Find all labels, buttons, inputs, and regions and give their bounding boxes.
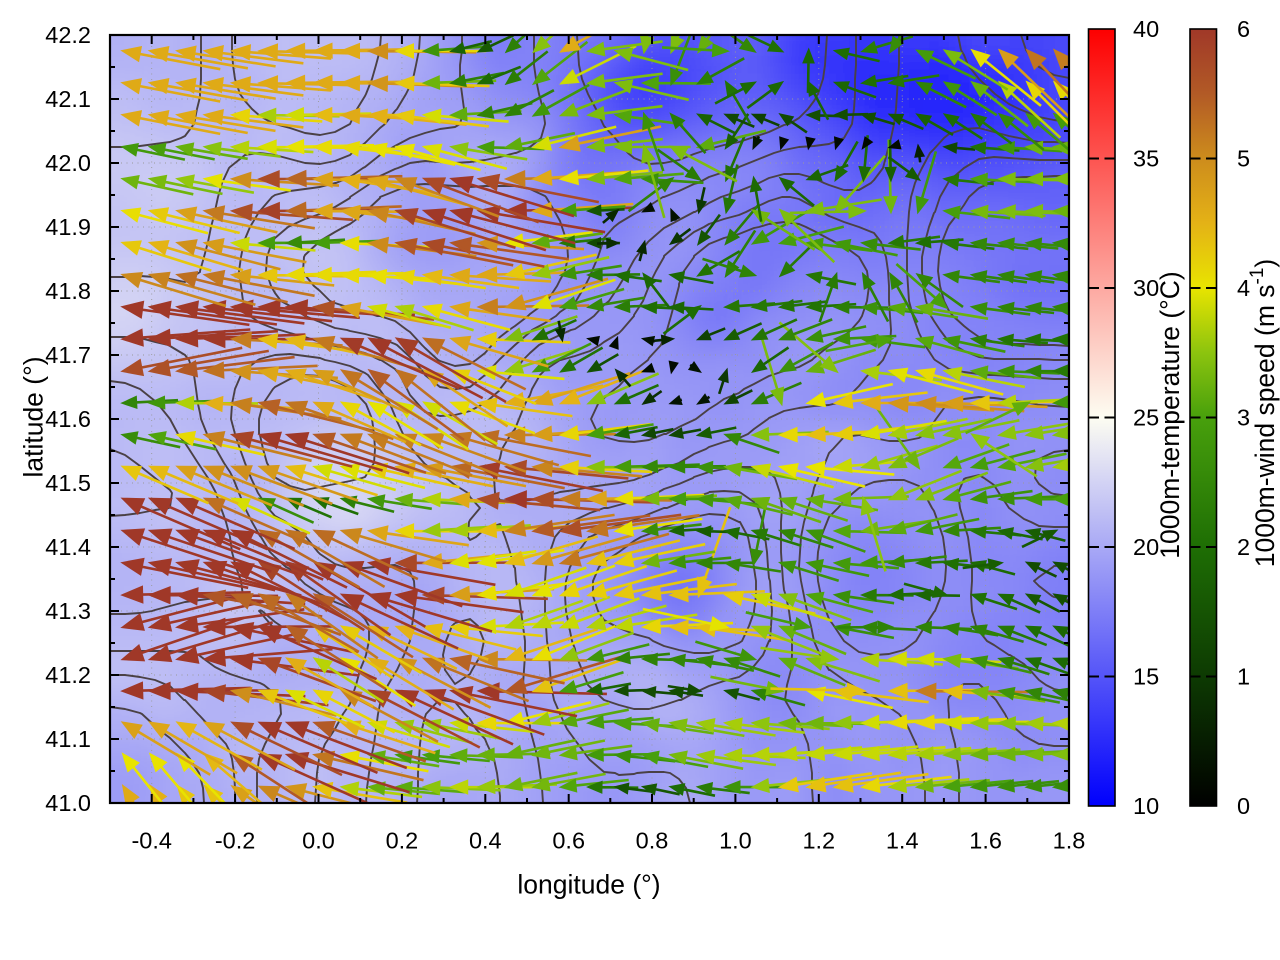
svg-text:6: 6 — [1237, 16, 1250, 42]
svg-text:2: 2 — [1237, 534, 1250, 560]
svg-text:1.4: 1.4 — [886, 828, 919, 854]
svg-text:1000m-wind speed (m s-1): 1000m-wind speed (m s-1) — [1247, 259, 1280, 568]
svg-text:41.4: 41.4 — [45, 534, 91, 560]
svg-text:0.6: 0.6 — [552, 828, 585, 854]
svg-text:0.4: 0.4 — [469, 828, 502, 854]
svg-text:20: 20 — [1133, 534, 1159, 560]
svg-text:41.3: 41.3 — [45, 598, 91, 624]
svg-text:0.0: 0.0 — [302, 828, 335, 854]
svg-text:15: 15 — [1133, 664, 1159, 690]
svg-text:0: 0 — [1237, 793, 1250, 819]
svg-text:41.1: 41.1 — [45, 726, 91, 752]
svg-text:1.8: 1.8 — [1053, 828, 1086, 854]
svg-text:41.9: 41.9 — [45, 214, 91, 240]
svg-text:5: 5 — [1237, 146, 1250, 172]
svg-text:42.2: 42.2 — [45, 22, 91, 48]
svg-text:0.8: 0.8 — [636, 828, 669, 854]
svg-text:41.0: 41.0 — [45, 790, 91, 816]
svg-text:0.2: 0.2 — [386, 828, 419, 854]
svg-text:-0.2: -0.2 — [215, 828, 256, 854]
svg-text:1.2: 1.2 — [802, 828, 835, 854]
svg-text:latitude (°): latitude (°) — [19, 356, 49, 477]
svg-text:25: 25 — [1133, 405, 1159, 431]
svg-text:1: 1 — [1237, 664, 1250, 690]
svg-text:41.7: 41.7 — [45, 342, 91, 368]
svg-text:41.8: 41.8 — [45, 278, 91, 304]
svg-text:41.6: 41.6 — [45, 406, 91, 432]
svg-text:40: 40 — [1133, 16, 1159, 42]
svg-text:10: 10 — [1133, 793, 1159, 819]
svg-text:4: 4 — [1237, 275, 1250, 301]
svg-text:41.5: 41.5 — [45, 470, 91, 496]
svg-text:1.6: 1.6 — [969, 828, 1002, 854]
svg-text:1000m-temperature (°C): 1000m-temperature (°C) — [1155, 271, 1185, 558]
svg-text:-0.4: -0.4 — [131, 828, 172, 854]
svg-text:42.0: 42.0 — [45, 150, 91, 176]
svg-text:42.1: 42.1 — [45, 86, 91, 112]
svg-text:3: 3 — [1237, 405, 1250, 431]
svg-text:41.2: 41.2 — [45, 662, 91, 688]
svg-text:35: 35 — [1133, 146, 1159, 172]
svg-text:longitude (°): longitude (°) — [517, 870, 660, 900]
svg-text:1.0: 1.0 — [719, 828, 752, 854]
svg-text:30: 30 — [1133, 275, 1159, 301]
